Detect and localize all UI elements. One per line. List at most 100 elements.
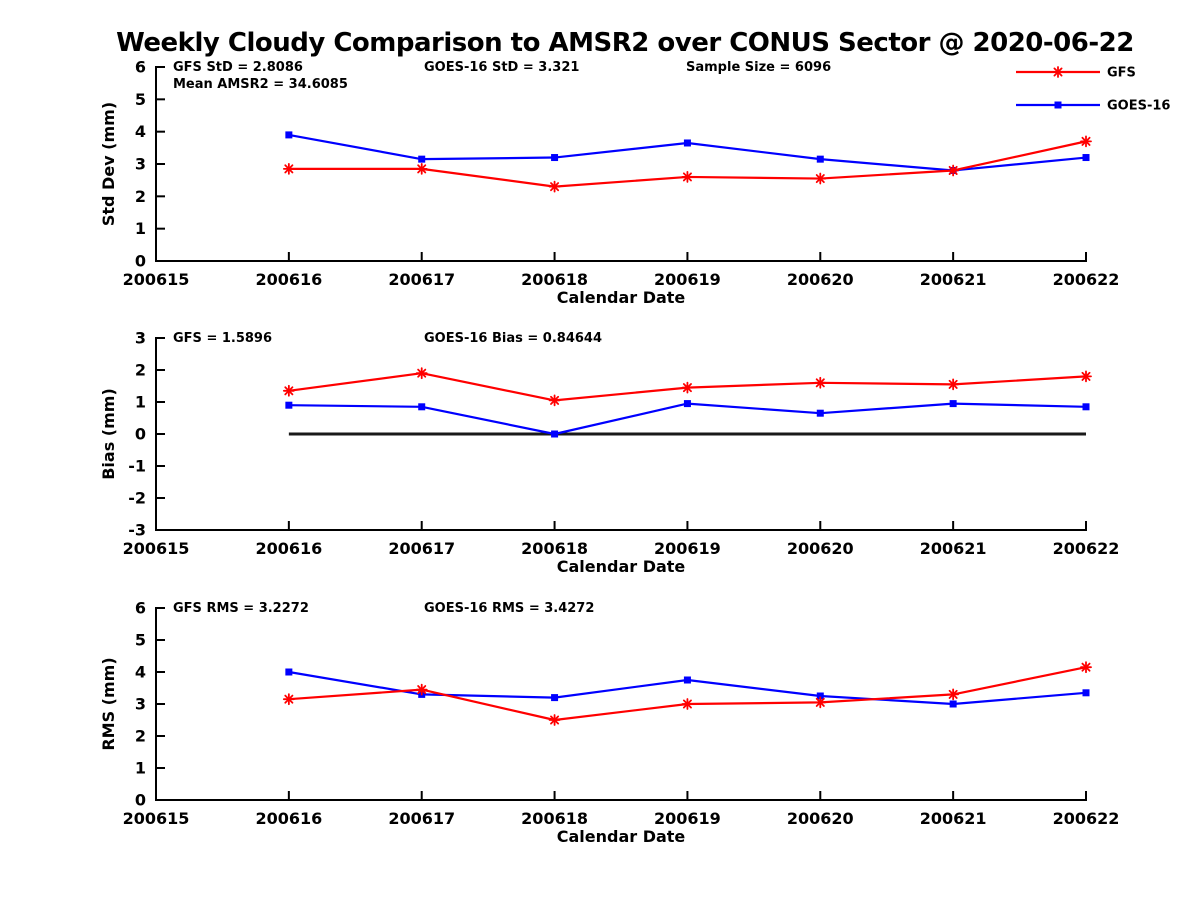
annotation: Sample Size = 6096 bbox=[686, 60, 831, 75]
y-tick-label: 3 bbox=[135, 329, 146, 348]
goes16-marker bbox=[816, 409, 824, 417]
legend-label: GOES-16 bbox=[1107, 99, 1170, 114]
x-tick-label: 200620 bbox=[787, 539, 854, 558]
annotation: GOES-16 RMS = 3.4272 bbox=[424, 601, 594, 616]
x-tick-label: 200618 bbox=[521, 539, 588, 558]
gfs-marker bbox=[1080, 135, 1092, 148]
y-axis-label: Std Dev (mm) bbox=[99, 102, 118, 226]
x-tick-label: 200618 bbox=[521, 809, 588, 828]
gfs-marker bbox=[282, 384, 295, 397]
y-tick-label: 2 bbox=[135, 727, 146, 746]
x-tick-label: 200621 bbox=[920, 809, 987, 828]
annotation: GOES-16 Bias = 0.84644 bbox=[424, 331, 602, 346]
gfs-marker bbox=[947, 688, 960, 701]
goes16-marker bbox=[551, 154, 559, 162]
y-tick-label: 6 bbox=[135, 599, 146, 618]
goes16-line bbox=[288, 402, 1087, 436]
axis-spines bbox=[155, 337, 1087, 531]
x-axis-label: Calendar Date bbox=[557, 288, 686, 307]
annotation: GFS = 1.5896 bbox=[173, 331, 272, 346]
x-tick-label: 200619 bbox=[654, 809, 721, 828]
gfs-marker bbox=[947, 378, 960, 391]
x-tick-label: 200616 bbox=[255, 539, 322, 558]
axis-spines bbox=[155, 607, 1087, 801]
x-tick-label: 200622 bbox=[1053, 809, 1120, 828]
gfs-marker bbox=[814, 172, 827, 185]
gfs-marker bbox=[681, 171, 694, 183]
goes16-marker bbox=[816, 692, 824, 700]
y-tick-label: 2 bbox=[135, 187, 146, 206]
y-tick-label: 3 bbox=[135, 695, 146, 714]
x-tick-label: 200616 bbox=[255, 270, 322, 289]
gfs-marker bbox=[415, 683, 428, 696]
y-tick-label: 4 bbox=[135, 663, 146, 682]
axis-spines bbox=[155, 66, 1087, 262]
goes16-marker bbox=[418, 403, 426, 411]
legend: GFS GOES-16 bbox=[1016, 66, 1170, 114]
goes16-marker bbox=[551, 694, 559, 702]
goes16-marker bbox=[1082, 689, 1090, 697]
goes16-marker bbox=[551, 430, 559, 438]
y-tick-label: 6 bbox=[135, 58, 146, 77]
goes16-marker bbox=[683, 676, 691, 684]
x-tick-label: 200615 bbox=[123, 539, 190, 558]
gfs-marker bbox=[282, 693, 295, 706]
x-tick-label: 200622 bbox=[1053, 539, 1120, 558]
goes16-marker bbox=[285, 131, 293, 139]
goes16-marker bbox=[949, 700, 957, 708]
gfs-marker bbox=[548, 180, 561, 193]
x-tick-label: 200621 bbox=[920, 270, 987, 289]
annotation: GOES-16 StD = 3.321 bbox=[424, 60, 579, 75]
y-tick-label: -3 bbox=[128, 521, 146, 540]
gfs-marker bbox=[681, 698, 694, 710]
goes16-marker bbox=[683, 139, 691, 147]
gfs-marker bbox=[1080, 661, 1092, 674]
gfs-marker bbox=[947, 164, 960, 177]
gfs-marker bbox=[1080, 370, 1092, 383]
x-tick-label: 200616 bbox=[255, 809, 322, 828]
legend-label: GFS bbox=[1107, 66, 1136, 81]
y-tick-label: 1 bbox=[135, 393, 146, 412]
x-tick-label: 200622 bbox=[1053, 270, 1120, 289]
y-tick-label: 3 bbox=[135, 155, 146, 174]
gfs-marker bbox=[814, 376, 827, 389]
x-tick-label: 200620 bbox=[787, 809, 854, 828]
y-tick-label: -2 bbox=[128, 489, 146, 508]
y-tick-label: -1 bbox=[128, 457, 146, 476]
goes16-marker bbox=[683, 400, 691, 408]
x-tick-label: 200619 bbox=[654, 539, 721, 558]
gfs-marker bbox=[415, 367, 428, 380]
goes16-marker bbox=[1082, 154, 1090, 162]
goes16-marker bbox=[1082, 403, 1090, 411]
gfs-marker bbox=[282, 162, 295, 175]
y-tick-label: 1 bbox=[135, 759, 146, 778]
legend-marker-square-icon bbox=[1054, 101, 1062, 109]
y-tick-label: 0 bbox=[135, 791, 146, 810]
panel-bias: -3 -2 -1 0 1 2 3 200615 200616 200617 200618 200619… bbox=[99, 329, 1119, 577]
y-axis-label: Bias (mm) bbox=[99, 388, 118, 480]
goes16-marker bbox=[285, 401, 293, 409]
y-tick-label: 0 bbox=[135, 252, 146, 271]
legend-item-gfs: GFS bbox=[1016, 66, 1136, 81]
y-tick-label: 5 bbox=[135, 631, 146, 650]
panel-std-dev: 0 1 2 3 4 5 6 200615 200616 200617 200618 200619 200… bbox=[99, 58, 1119, 308]
x-tick-label: 200619 bbox=[654, 270, 721, 289]
y-axis-label: RMS (mm) bbox=[99, 657, 118, 750]
x-axis-label: Calendar Date bbox=[557, 827, 686, 846]
annotation: GFS StD = 2.8086 bbox=[173, 60, 303, 75]
y-tick-label: 1 bbox=[135, 219, 146, 238]
annotation: GFS RMS = 3.2272 bbox=[173, 601, 309, 616]
panel-rms: 0 1 2 3 4 5 6 200615 200616 200617 200618 200619 200… bbox=[99, 599, 1119, 847]
x-axis-label: Calendar Date bbox=[557, 557, 686, 576]
gfs-line bbox=[288, 666, 1087, 722]
x-tick-label: 200621 bbox=[920, 539, 987, 558]
y-tick-label: 0 bbox=[135, 425, 146, 444]
x-tick-label: 200615 bbox=[123, 809, 190, 828]
x-tick-label: 200617 bbox=[388, 270, 455, 289]
y-tick-label: 2 bbox=[135, 361, 146, 380]
x-tick-label: 200617 bbox=[388, 539, 455, 558]
x-tick-label: 200618 bbox=[521, 270, 588, 289]
goes16-marker bbox=[418, 155, 426, 163]
